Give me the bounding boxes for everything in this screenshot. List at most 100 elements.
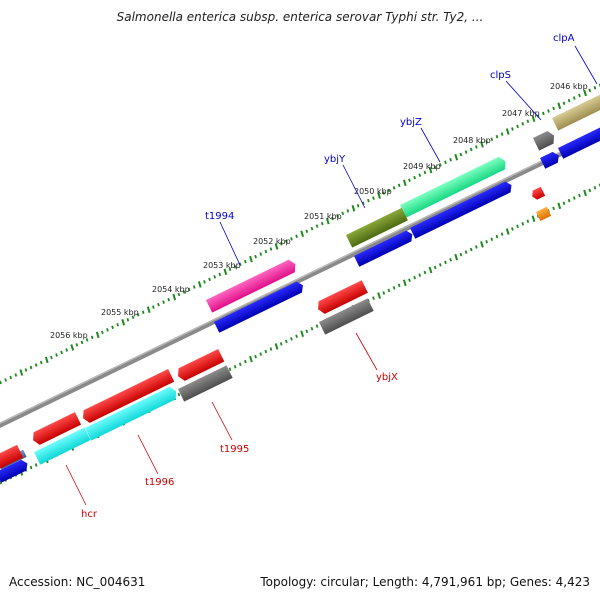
gene-label-t1995[interactable]: t1995 xyxy=(220,444,249,455)
kbp-label: 2047 kbp xyxy=(502,109,540,118)
minor-tick xyxy=(346,209,350,213)
minor-tick xyxy=(29,465,33,470)
major-tick xyxy=(249,355,253,363)
minor-tick xyxy=(34,363,38,367)
minor-tick xyxy=(408,278,411,282)
minor-tick xyxy=(228,267,232,272)
minor-tick xyxy=(238,262,242,266)
major-tick xyxy=(531,215,536,222)
minor-tick xyxy=(495,134,499,139)
minor-tick xyxy=(439,163,442,167)
kbp-label: 2053 kbp xyxy=(203,261,241,270)
minor-tick xyxy=(259,252,263,256)
minor-tick xyxy=(218,272,222,277)
minor-tick xyxy=(233,364,237,369)
minor-tick xyxy=(269,347,273,351)
minor-tick xyxy=(562,201,566,205)
major-tick xyxy=(505,128,510,135)
minor-tick xyxy=(485,140,488,144)
gene-label-ybjZ[interactable]: ybjZ xyxy=(400,117,422,128)
gene-t1995-red[interactable] xyxy=(175,348,225,383)
minor-tick xyxy=(213,275,216,279)
cds-feature[interactable] xyxy=(214,280,306,333)
gene-label-hcr[interactable]: hcr xyxy=(81,509,98,520)
minor-tick xyxy=(310,326,314,331)
gene-red[interactable] xyxy=(30,412,82,447)
kbp-label: 2052 kbp xyxy=(253,237,291,246)
cds-feature[interactable] xyxy=(354,229,415,267)
gene-label-clpS[interactable]: clpS xyxy=(490,70,511,81)
minor-tick xyxy=(572,96,576,100)
gene-label-t1996[interactable]: t1996 xyxy=(145,477,174,488)
gene-t1996[interactable] xyxy=(85,385,179,441)
minor-tick xyxy=(331,216,334,221)
label-leaders xyxy=(65,45,598,506)
minor-tick xyxy=(233,264,237,269)
cds-feature[interactable] xyxy=(558,125,600,159)
minor-tick xyxy=(244,359,247,364)
minor-tick xyxy=(162,300,165,304)
gene-hcr[interactable] xyxy=(34,427,91,465)
minor-tick xyxy=(295,334,298,339)
minor-tick xyxy=(567,198,571,203)
major-tick xyxy=(583,89,587,97)
minor-tick xyxy=(315,324,319,328)
minor-tick xyxy=(449,257,452,262)
gene-label-ybjY[interactable]: ybjY xyxy=(324,154,346,165)
gene-clpS[interactable] xyxy=(533,129,557,151)
gene-ybjX[interactable] xyxy=(319,298,374,335)
minor-tick xyxy=(131,315,135,320)
major-tick xyxy=(325,217,330,225)
gene-red[interactable] xyxy=(80,369,175,425)
kbp-label: 2050 kbp xyxy=(354,187,392,196)
gene-t1995[interactable] xyxy=(178,365,233,402)
major-tick xyxy=(505,228,510,235)
chromosome-backbone xyxy=(0,132,600,428)
minor-tick xyxy=(305,329,309,333)
minor-tick xyxy=(511,127,514,131)
minor-tick xyxy=(413,275,416,280)
gene-red-small[interactable] xyxy=(530,186,546,201)
minor-tick xyxy=(9,375,13,380)
minor-tick xyxy=(588,88,592,93)
gene-ybjY[interactable] xyxy=(346,207,408,248)
kbp-label: 2051 kbp xyxy=(304,212,342,221)
minor-tick xyxy=(578,193,581,198)
gene-label-ybjX[interactable]: ybjX xyxy=(376,372,398,383)
minor-tick xyxy=(542,111,545,116)
major-tick xyxy=(223,268,228,276)
minor-tick xyxy=(4,378,7,382)
minor-tick xyxy=(500,232,504,236)
gene-labels: clpA clpS ybjZ ybjY t1994 ybjX t1995 t19… xyxy=(81,33,575,520)
gene-label-clpA[interactable]: clpA xyxy=(553,33,575,44)
gene-orange-small[interactable] xyxy=(536,206,552,221)
major-tick xyxy=(531,115,536,122)
minor-tick xyxy=(228,367,232,372)
cds-feature[interactable] xyxy=(540,150,561,169)
gene-red[interactable] xyxy=(315,280,368,315)
gene-t1994[interactable] xyxy=(206,258,298,313)
minor-tick xyxy=(475,245,478,249)
minor-tick xyxy=(85,338,89,342)
minor-tick xyxy=(578,93,581,98)
gene-label-t1994[interactable]: t1994 xyxy=(205,211,234,222)
minor-tick xyxy=(305,229,309,233)
minor-tick xyxy=(552,106,555,111)
gene-red[interactable] xyxy=(0,444,24,471)
minor-tick xyxy=(279,342,283,346)
topology-text: Topology: circular; Length: 4,791,961 bp… xyxy=(260,575,590,589)
major-tick xyxy=(274,343,279,350)
minor-tick xyxy=(254,354,257,359)
cds-feature[interactable] xyxy=(410,180,514,239)
minor-tick xyxy=(80,340,84,345)
minor-tick xyxy=(320,221,324,226)
major-tick xyxy=(428,166,433,174)
minor-tick xyxy=(361,201,365,205)
major-tick xyxy=(172,293,177,301)
cds-feature[interactable] xyxy=(0,458,30,483)
major-tick xyxy=(402,179,407,187)
gene-clpA[interactable] xyxy=(552,91,600,131)
major-tick xyxy=(249,255,253,263)
gene-ybjZ[interactable] xyxy=(400,155,509,218)
plus-strand-genes xyxy=(0,91,600,483)
